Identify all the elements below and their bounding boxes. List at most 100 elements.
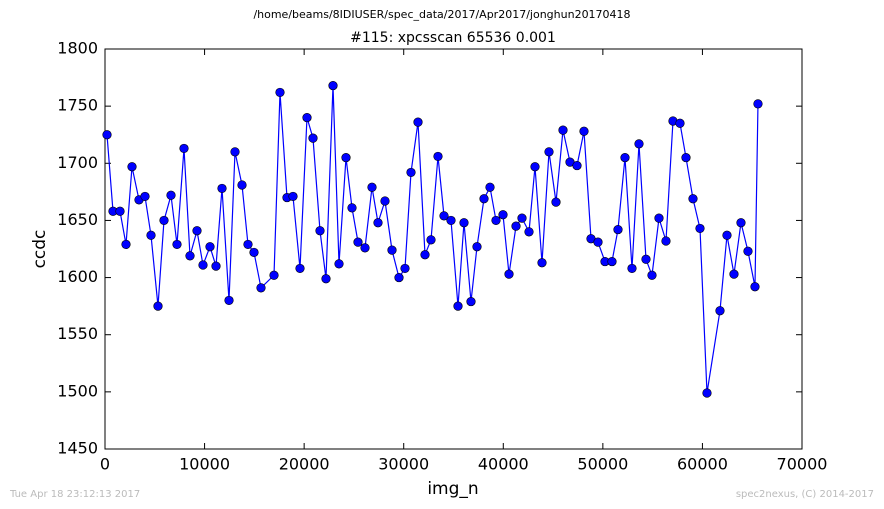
data-point: [185, 251, 195, 261]
data-point: [479, 194, 489, 204]
y-tick-label: 1750: [57, 96, 98, 115]
suptitle: /home/beams/8IDIUSER/spec_data/2017/Apr2…: [253, 8, 630, 21]
data-point: [420, 250, 430, 260]
y-tick-label: 1800: [57, 39, 98, 58]
data-point: [217, 183, 227, 194]
data-point: [654, 213, 664, 223]
data-point: [360, 243, 370, 253]
x-tick-label: 60000: [677, 455, 728, 474]
data-point: [722, 230, 732, 240]
data-point: [256, 283, 266, 293]
data-point: [224, 295, 234, 306]
data-point: [127, 162, 137, 172]
data-point: [439, 211, 449, 221]
y-tick-label: 1500: [57, 381, 98, 400]
x-tick-label: 70000: [777, 455, 828, 474]
data-point: [743, 246, 753, 256]
data-point: [121, 239, 131, 250]
x-tick-label: 20000: [279, 455, 330, 474]
data-point: [537, 258, 547, 268]
data-point: [607, 256, 617, 267]
y-tick-label: 1450: [57, 439, 98, 458]
data-point: [641, 254, 651, 264]
data-point: [453, 301, 463, 311]
x-tick-label: 0: [100, 455, 110, 474]
data-point: [466, 296, 476, 307]
plot-frame: [104, 48, 803, 450]
y-tick-label: 1550: [57, 324, 98, 343]
data-point: [485, 182, 495, 192]
data-point: [413, 117, 423, 127]
data-point: [504, 269, 514, 279]
data-point: [661, 236, 671, 246]
data-point: [230, 147, 240, 157]
data-point: [498, 210, 508, 220]
y-tick-label: 1650: [57, 210, 98, 229]
data-point: [613, 224, 623, 235]
data-point: [302, 112, 312, 123]
data-point: [558, 125, 568, 135]
data-point: [140, 191, 150, 202]
data-point: [406, 167, 416, 178]
x-tick-label: 10000: [179, 455, 230, 474]
footer-date: Tue Apr 18 23:12:13 2017: [9, 489, 140, 500]
data-point: [275, 87, 285, 98]
y-tick-label: 1700: [57, 153, 98, 172]
data-point: [459, 218, 469, 228]
data-point: [295, 263, 305, 274]
data-point: [681, 152, 691, 163]
data-point: [328, 80, 338, 91]
data-point: [192, 226, 202, 236]
data-point: [675, 118, 685, 128]
data-point: [593, 237, 603, 247]
data-point: [341, 152, 351, 163]
data-point: [321, 274, 331, 284]
data-point: [729, 269, 739, 279]
x-axis-label: img_n: [427, 479, 478, 499]
data-point: [472, 242, 482, 252]
data-point: [647, 270, 657, 280]
chart-title: #115: xpcsscan 65536 0.001: [350, 30, 556, 46]
data-point: [387, 245, 397, 255]
data-point: [269, 270, 279, 280]
data-point: [400, 263, 410, 274]
data-point: [159, 215, 169, 226]
x-tick-label: 50000: [577, 455, 628, 474]
data-point: [353, 237, 363, 247]
data-point: [288, 191, 298, 202]
data-point: [620, 152, 630, 163]
data-point: [517, 213, 527, 223]
data-point: [380, 196, 390, 206]
data-point: [198, 260, 208, 270]
data-point: [579, 126, 589, 136]
data-point: [315, 226, 325, 236]
data-point: [347, 203, 357, 213]
data-point: [572, 160, 582, 171]
data-point: [627, 263, 637, 274]
data-point: [753, 99, 763, 109]
data-point: [426, 235, 436, 245]
data-point: [205, 242, 215, 252]
data-point: [715, 306, 725, 316]
data-point: [433, 151, 443, 162]
data-point: [551, 197, 561, 207]
data-point: [115, 206, 125, 216]
data-point: [172, 239, 182, 250]
data-point: [243, 239, 253, 250]
data-point: [702, 388, 712, 398]
data-point: [179, 143, 189, 154]
data-point: [544, 147, 554, 157]
data-point: [166, 190, 176, 200]
data-point: [530, 162, 540, 172]
data-point: [237, 180, 247, 190]
data-point: [211, 261, 221, 271]
data-point: [446, 215, 456, 226]
data-point: [750, 282, 760, 292]
data-point: [367, 182, 377, 192]
data-point: [511, 221, 521, 231]
data-point: [249, 247, 259, 258]
data-point: [491, 215, 501, 226]
data-point: [102, 130, 112, 140]
y-axis-label: ccdc: [30, 230, 50, 269]
